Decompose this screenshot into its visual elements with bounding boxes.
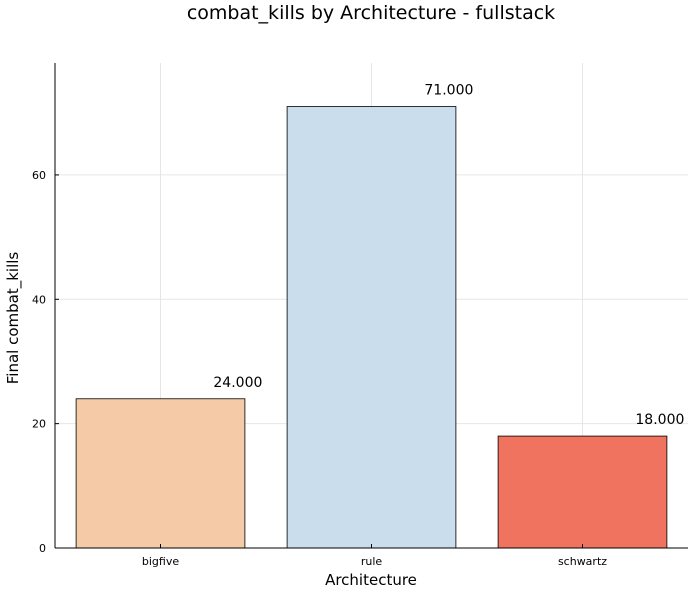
bars xyxy=(75,106,668,549)
value-label-schwartz: 18.000 xyxy=(635,412,684,428)
value-label-rule: 71.000 xyxy=(424,83,473,99)
x-tick-label-bigfive: bigfive xyxy=(142,555,179,568)
y-axis-label: Final combat_kills xyxy=(4,252,23,385)
x-axis-label: Architecture xyxy=(325,571,417,589)
y-tick-label: 60 xyxy=(32,169,46,182)
y-tick-label: 20 xyxy=(32,418,46,431)
value-labels: 24.000 71.000 18.000 xyxy=(213,83,684,429)
x-tick-label-rule: rule xyxy=(361,555,383,568)
bar-rule xyxy=(286,106,457,549)
bar-schwartz xyxy=(497,435,668,549)
y-ticks: 0 20 40 60 xyxy=(32,169,59,555)
y-tick-label: 0 xyxy=(39,542,46,555)
x-ticks: bigfive rule schwartz xyxy=(142,544,607,568)
x-tick-label-schwartz: schwartz xyxy=(558,555,607,568)
y-tick-label: 40 xyxy=(32,293,46,306)
chart-title: combat_kills by Architecture - fullstack xyxy=(187,2,555,24)
bar-bigfive xyxy=(75,398,246,549)
value-label-bigfive: 24.000 xyxy=(213,375,262,391)
